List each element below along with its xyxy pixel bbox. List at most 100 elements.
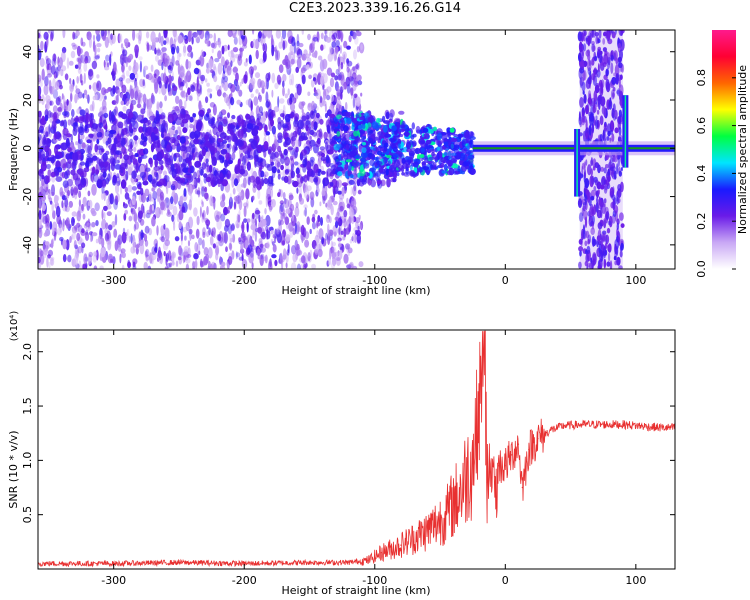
noise-cell [134,80,138,91]
noise-cell [300,67,306,74]
band-cell [84,161,92,167]
noise-cell [296,83,302,96]
column-cell [589,114,595,126]
noise-cell [38,209,42,220]
column-cell [611,194,616,201]
noise-cell [124,209,128,215]
y-tick-label: 0.5 [21,506,34,524]
column-cell [604,242,608,249]
cluster-cell [359,129,365,134]
band-cell [137,156,142,164]
noise-cell [317,215,321,223]
column-cell [591,30,597,38]
snr-data-point [446,514,448,516]
noise-cell [226,96,231,107]
noise-cell [264,208,267,215]
band-cell [176,179,184,184]
noise-cell [122,49,128,57]
band-cell [189,150,194,161]
band-cell [242,127,248,133]
band-cell [280,153,284,159]
noise-cell [294,161,299,166]
cluster-cell [453,144,460,151]
noise-cell [130,233,133,244]
cluster-cell [383,156,388,164]
noise-cell [146,106,152,119]
noise-cell [254,72,261,79]
noise-cell [167,64,173,74]
noise-cell [43,244,49,256]
band-cell [235,125,239,130]
column-cell [597,189,600,195]
noise-cell [73,240,77,249]
noise-cell [210,69,214,74]
noise-cell [348,35,352,43]
noise-cell [248,82,254,93]
noise-cell [138,89,141,95]
band-cell [225,152,230,161]
noise-cell [206,88,213,93]
noise-cell [251,262,254,269]
band-cell [226,143,230,148]
noise-cell [260,247,266,253]
band-cell [255,176,261,185]
cluster-cell [443,152,448,156]
noise-cell [187,87,191,96]
noise-cell [310,121,314,128]
band-cell [60,142,68,151]
band-cell [268,146,273,154]
cluster-cell [387,128,392,133]
noise-cell [206,205,209,216]
noise-cell [156,225,159,236]
cluster-cell [461,170,465,175]
column-cell [594,162,600,169]
noise-cell [60,51,66,63]
cluster-cell [449,127,455,133]
column-cell [588,124,592,136]
noise-cell [276,50,280,61]
noise-cell [201,186,205,197]
band-cell [209,135,214,145]
noise-cell [117,240,122,252]
band-cell [140,140,144,146]
column-cell [578,41,583,53]
noise-cell [236,99,241,105]
noise-cell [308,74,312,80]
noise-cell [330,47,335,55]
band-cell [284,156,290,166]
cluster-cell [432,164,437,169]
noise-cell [144,250,148,258]
band-cell [320,170,326,175]
noise-cell [326,67,333,76]
noise-cell [108,238,112,247]
noise-cell [212,227,216,239]
band-cell [99,147,103,156]
band-cell [156,151,163,162]
noise-cell [160,190,164,199]
noise-cell [68,60,74,66]
snr-data-point [486,481,488,483]
snr-data-point [550,429,552,431]
noise-cell [157,192,160,203]
cluster-cell [363,140,369,147]
noise-cell [336,86,342,91]
noise-cell [129,199,134,207]
cluster-cell [436,132,443,141]
cluster-cell [362,142,366,146]
x-tick-label: -200 [232,274,257,287]
column-cell [589,75,592,85]
band-cell [116,173,120,179]
noise-cell [261,218,267,227]
column-cell [618,115,622,125]
noise-cell [200,74,206,82]
band-cell [41,136,47,146]
noise-cell [189,229,192,241]
noise-cell [271,44,275,57]
noise-cell [81,41,86,47]
band-cell [46,163,51,170]
noise-cell [219,255,222,266]
noise-cell [82,93,85,99]
noise-cell [314,78,318,85]
noise-cell [121,264,125,269]
column-cell [616,73,620,78]
